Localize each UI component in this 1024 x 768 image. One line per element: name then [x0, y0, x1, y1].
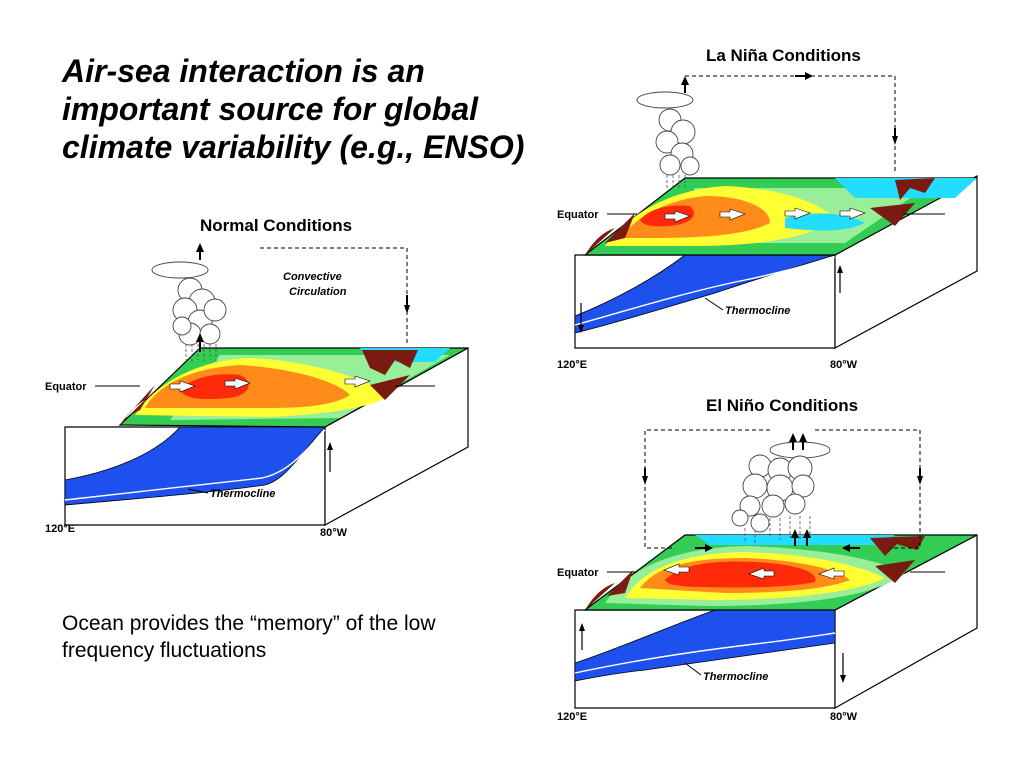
- land-west: [585, 570, 633, 610]
- trade-wind-arrow: [784, 207, 811, 220]
- equator-label: Equator: [45, 381, 87, 393]
- longitude-west-label: 120°E: [557, 359, 587, 371]
- normal-conditions-title: Normal Conditions: [200, 216, 352, 235]
- trade-wind-arrow: [169, 380, 196, 393]
- trade-wind-arrow: [224, 377, 251, 390]
- circulation-label-line2: Circulation: [289, 286, 347, 298]
- trade-wind-arrow: [839, 207, 866, 220]
- convection-cloud: [151, 261, 227, 346]
- thermocline-label: Thermocline: [703, 671, 768, 683]
- convection-cloud: [731, 441, 831, 533]
- trade-wind-arrow: [664, 210, 691, 223]
- la-nina-conditions-title: La Niña Conditions: [706, 46, 861, 65]
- thermocline-line: [574, 632, 836, 674]
- equator-label: Equator: [557, 567, 599, 579]
- thermocline-line: [574, 256, 836, 326]
- walker-circulation-path-east: [815, 429, 921, 549]
- walker-circulation-path-west: [644, 429, 770, 549]
- westerly-wind-arrow: [663, 563, 690, 576]
- land-east: [870, 178, 935, 226]
- el-nino-conditions-title: El Niño Conditions: [706, 396, 858, 415]
- trade-wind-arrow: [719, 208, 746, 221]
- thermocline-label: Thermocline: [725, 305, 790, 317]
- thermocline-label: Thermocline: [210, 488, 275, 500]
- land-east: [362, 350, 418, 400]
- longitude-west-label: 120°E: [45, 523, 75, 535]
- longitude-east-label: 80°W: [320, 527, 348, 539]
- westerly-wind-arrow: [748, 567, 775, 580]
- land-west: [585, 213, 635, 255]
- thermocline-line: [64, 429, 326, 501]
- la-nina-conditions-diagram: La Niña Conditions Thermocline Equator 1…: [557, 46, 978, 371]
- slide-title: Air-sea interaction is an important sour…: [62, 53, 525, 165]
- longitude-east-label: 80°W: [830, 711, 858, 723]
- convection-cloud: [636, 91, 700, 176]
- longitude-east-label: 80°W: [830, 359, 858, 371]
- deep-cold-water: [64, 426, 326, 506]
- land-west: [120, 385, 155, 425]
- equator-label: Equator: [557, 209, 599, 221]
- deep-cold-water: [574, 609, 836, 682]
- longitude-west-label: 120°E: [557, 711, 587, 723]
- walker-circulation-path: [685, 75, 896, 173]
- trade-wind-arrow: [344, 375, 371, 388]
- normal-conditions-diagram: Normal Conditions Thermocline Equator Co: [45, 216, 469, 539]
- circulation-label-line1: Convective: [283, 271, 342, 283]
- westerly-wind-arrow: [818, 567, 845, 580]
- el-nino-conditions-diagram: El Niño Conditions Thermocline Equator: [557, 396, 978, 723]
- memory-note: Ocean provides the “memory” of the low f…: [62, 612, 436, 662]
